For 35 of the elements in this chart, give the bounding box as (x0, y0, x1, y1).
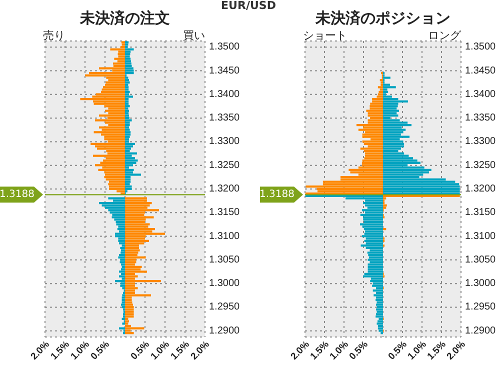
y-tick-label: 1.3050 (465, 254, 496, 266)
chart-title: 未決済の注文 (78, 9, 171, 28)
y-tick-label: 1.3400 (209, 88, 240, 100)
y-tick-label: 1.3500 (465, 42, 496, 53)
y-tick-label: 1.3300 (209, 136, 240, 148)
y-tick-label: 1.2950 (465, 302, 496, 313)
y-tick-label: 1.3350 (209, 112, 240, 124)
chart-title: 未決済のポジション (314, 9, 452, 28)
y-tick-label: 1.3450 (465, 65, 496, 76)
annotation: ショート (303, 28, 347, 43)
annotation: 買い (183, 29, 205, 42)
y-tick-label: 1.3450 (209, 65, 240, 76)
y-tick-label: 1.2950 (209, 302, 240, 313)
y-tick-label: 1.3150 (209, 207, 240, 218)
y-tick-label: 1.3250 (465, 160, 496, 171)
y-tick-label: 1.3300 (465, 136, 496, 148)
y-tick-label: 1.3100 (209, 230, 240, 242)
y-tick-label: 1.3250 (209, 160, 240, 171)
y-tick-label: 1.3200 (209, 184, 240, 194)
y-tick-label: 1.3000 (209, 278, 240, 290)
y-tick-label: 1.3200 (465, 184, 496, 194)
annotation: ロング (428, 29, 461, 42)
y-tick-label: 1.2900 (465, 325, 496, 336)
y-tick-label: 1.3100 (465, 230, 496, 242)
ref-line-label: 1.3188 (260, 189, 294, 200)
y-tick-label: 1.2900 (209, 325, 240, 336)
ref-line-label: 1.3188 (0, 189, 34, 200)
y-tick-label: 1.3000 (465, 278, 496, 290)
y-tick-label: 1.3350 (465, 112, 496, 124)
y-tick-label: 1.3400 (465, 88, 496, 100)
y-tick-label: 1.3050 (209, 254, 240, 266)
annotation: 売り (43, 28, 65, 43)
y-tick-label: 1.3150 (465, 207, 496, 218)
text: EUR/USD (221, 0, 276, 12)
y-tick-label: 1.3500 (209, 42, 240, 53)
